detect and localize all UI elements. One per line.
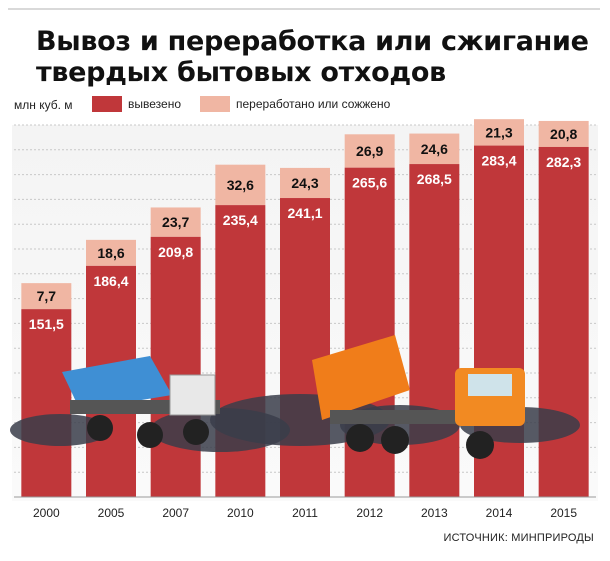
wheel <box>346 424 374 452</box>
title-line-2: твердых бытовых отходов <box>36 57 446 88</box>
bar-removed-2010 <box>215 205 266 497</box>
unit-label: млн куб. м <box>14 98 73 112</box>
data-label-recycled-2010: 32,6 <box>227 177 254 193</box>
waste-pile <box>10 414 110 446</box>
bar-removed-2000 <box>21 309 72 497</box>
x-tick-label-2013: 2013 <box>421 506 448 520</box>
data-label-removed-2010: 235,4 <box>223 212 258 228</box>
data-label-recycled-2015: 20,8 <box>550 126 577 142</box>
legend-item-removed: вывезено <box>92 94 181 114</box>
wheel <box>137 422 163 448</box>
data-label-removed-2011: 241,1 <box>287 205 322 221</box>
legend: млн куб. м вывезено переработано или сож… <box>0 92 610 118</box>
wheel <box>466 431 494 459</box>
x-tick-label-2011: 2011 <box>292 506 318 520</box>
chart-title: Вывоз и переработка или сжигание твердых… <box>36 26 596 88</box>
bar-recycled-2007 <box>150 207 201 237</box>
wheel <box>183 419 209 445</box>
data-label-recycled-2007: 23,7 <box>162 214 189 230</box>
white-truck-cab <box>169 374 216 416</box>
legend-item-recycled: переработано или сожжено <box>200 94 390 114</box>
data-label-removed-2005: 186,4 <box>93 273 128 289</box>
data-label-removed-2012: 265,6 <box>352 175 387 191</box>
data-label-recycled-2000: 7,7 <box>37 288 57 304</box>
bar-recycled-2011 <box>280 167 330 199</box>
bar-recycled-2010 <box>215 164 266 206</box>
orange-truck-windshield <box>468 374 512 396</box>
bar-recycled-2012 <box>344 134 395 168</box>
orange-truck-chassis <box>330 410 480 424</box>
source-note: ИСТОЧНИК: МИНПРИРОДЫ <box>443 532 594 544</box>
data-label-removed-2014: 283,4 <box>481 153 516 169</box>
legend-label-recycled: переработано или сожжено <box>236 97 391 111</box>
data-label-removed-2000: 151,5 <box>29 316 64 332</box>
bar-removed-2007 <box>150 236 201 497</box>
blue-container <box>62 356 172 410</box>
x-tick-label-2007: 2007 <box>162 506 189 520</box>
bar-recycled-2013 <box>409 133 460 165</box>
wheel <box>381 426 409 454</box>
x-tick-label-2000: 2000 <box>33 506 60 520</box>
data-label-removed-2013: 268,5 <box>417 171 452 187</box>
data-label-removed-2007: 209,8 <box>158 244 193 260</box>
title-box: Вывоз и переработка или сжигание твердых… <box>8 8 600 90</box>
data-label-recycled-2014: 21,3 <box>485 124 512 140</box>
wheel <box>87 415 113 441</box>
data-label-recycled-2005: 18,6 <box>97 245 124 261</box>
x-tick-label-2014: 2014 <box>486 506 513 520</box>
data-label-removed-2015: 282,3 <box>546 154 581 170</box>
data-label-recycled-2013: 24,6 <box>421 141 448 157</box>
data-label-recycled-2011: 24,3 <box>291 175 318 191</box>
title-line-1: Вывоз и переработка или сжигание <box>36 26 589 57</box>
x-tick-label-2005: 2005 <box>98 506 125 520</box>
bar-removed-2011 <box>280 198 330 497</box>
bar-recycled-2005 <box>86 239 136 266</box>
x-tick-label-2012: 2012 <box>356 506 383 520</box>
bar-recycled-2014 <box>474 119 524 146</box>
data-label-recycled-2012: 26,9 <box>356 143 383 159</box>
orange-container <box>312 335 410 420</box>
legend-label-removed: вывезено <box>128 97 181 111</box>
legend-swatch-recycled <box>200 96 230 112</box>
bar-removed-2015 <box>538 146 589 497</box>
truck-illustration <box>10 335 580 459</box>
x-tick-label-2010: 2010 <box>227 506 254 520</box>
legend-swatch-removed <box>92 96 122 112</box>
bar-recycled-2015 <box>538 120 589 147</box>
x-tick-label-2015: 2015 <box>550 506 577 520</box>
bar-removed-2013 <box>409 164 460 497</box>
bar-recycled-2000 <box>21 283 72 310</box>
